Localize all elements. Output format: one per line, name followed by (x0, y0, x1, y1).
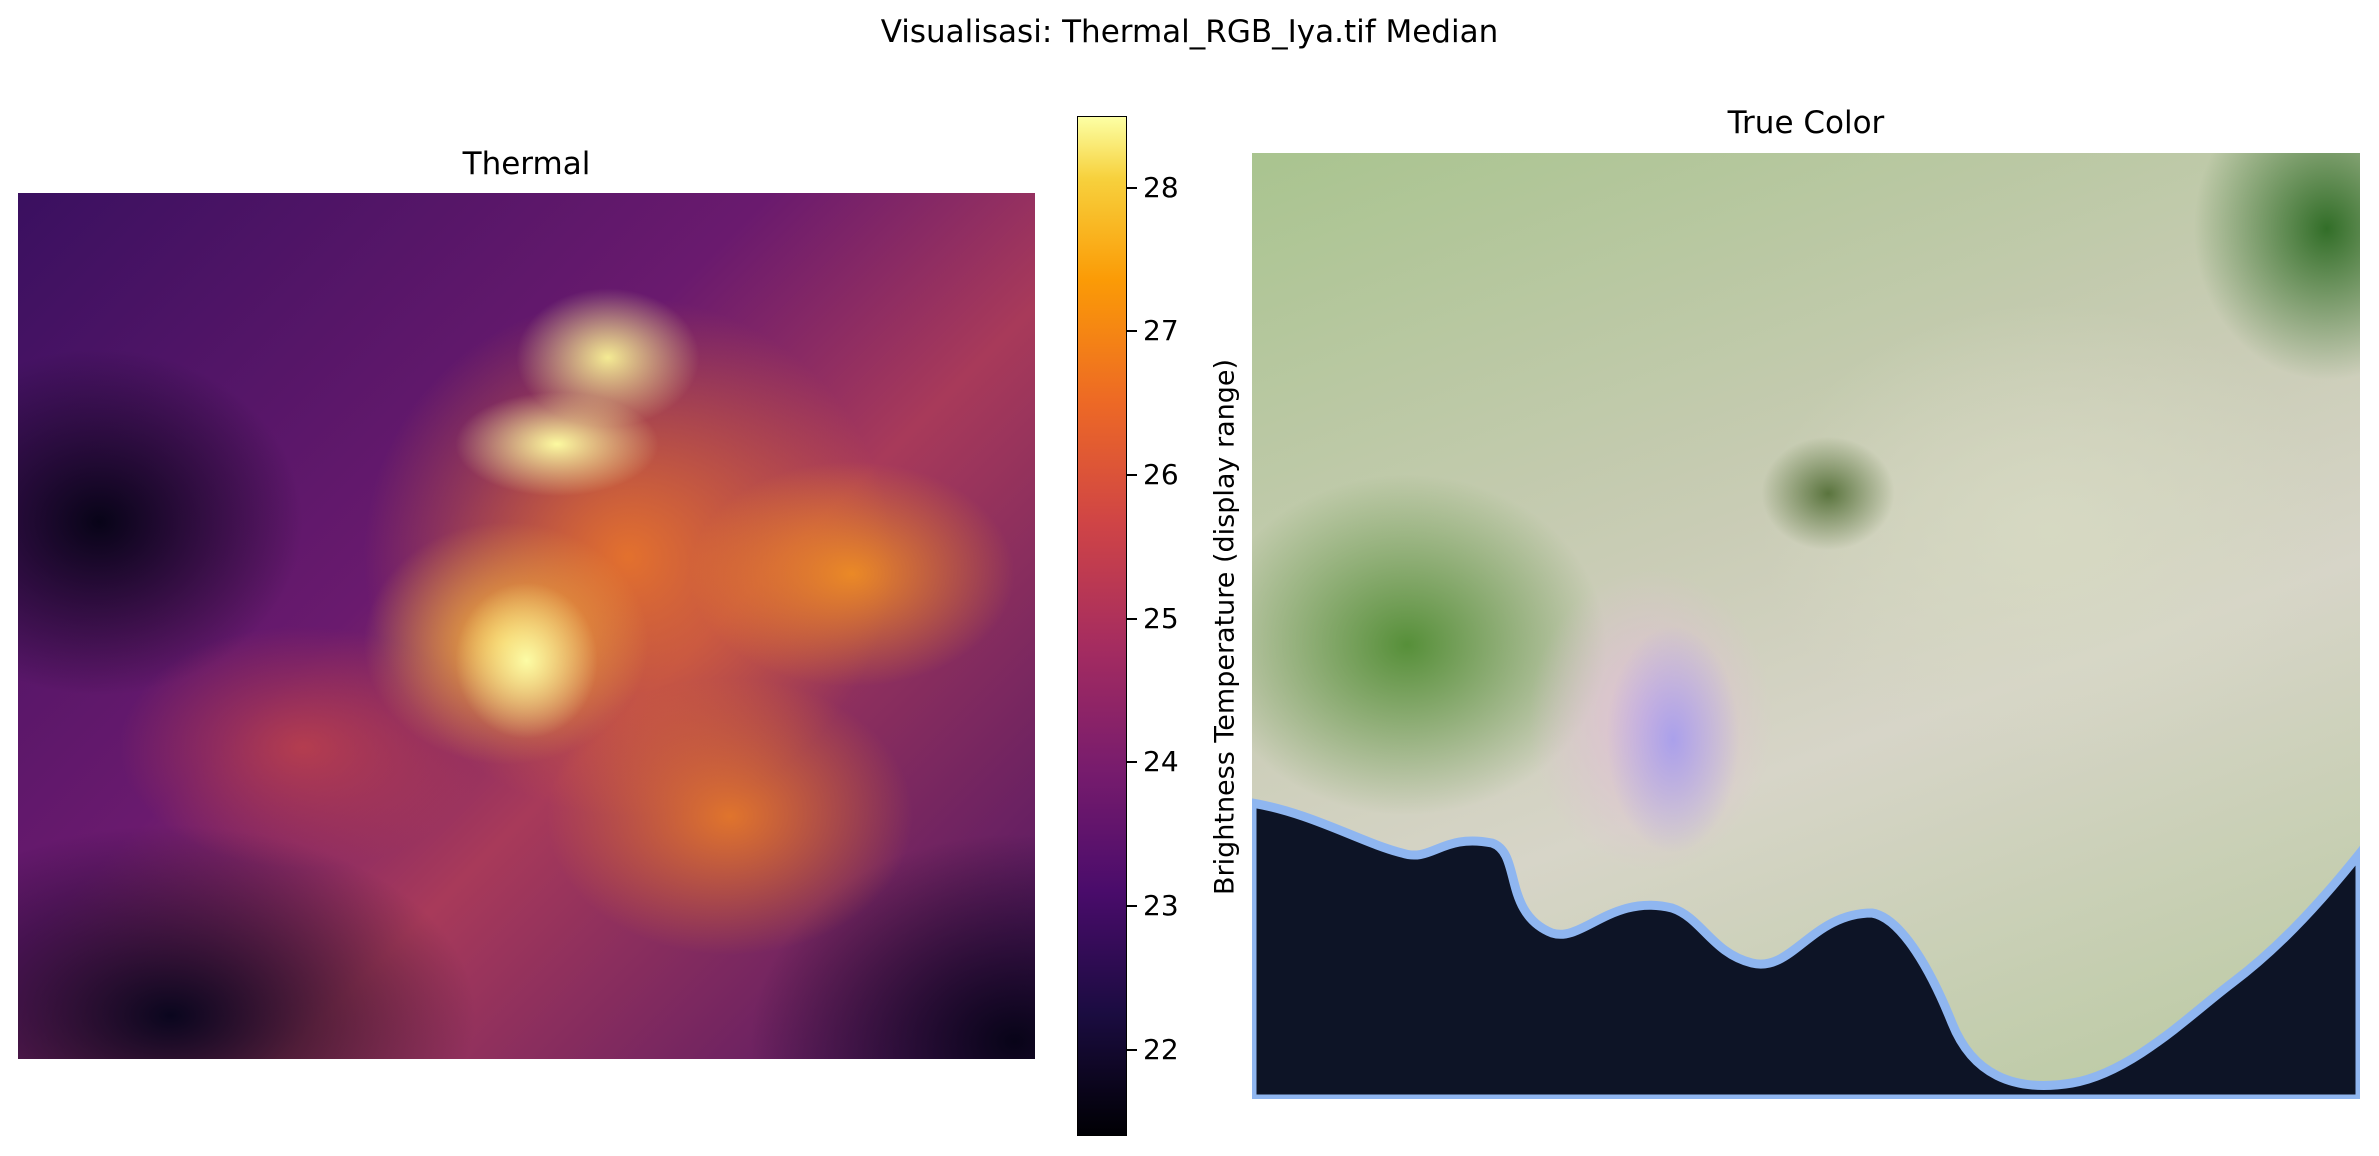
colorbar-tick-label: 24 (1143, 745, 1179, 779)
colorbar-tick-label: 28 (1143, 170, 1179, 204)
colorbar-label: Brightness Temperature (display range) (1209, 358, 1241, 896)
truecolor-satellite-image (1252, 153, 2360, 1099)
colorbar-tick-label: 23 (1143, 889, 1179, 923)
colorbar-tick-mark (1127, 617, 1137, 620)
colorbar-tick-mark (1127, 330, 1137, 333)
colorbar-tick-mark (1127, 1048, 1137, 1051)
figure-title: Visualisasi: Thermal_RGB_Iya.tif Median (880, 14, 1499, 50)
truecolor-panel-title: True Color (1727, 105, 1885, 141)
colorbar-tick-label: 22 (1143, 1032, 1179, 1066)
colorbar-tick-label: 25 (1143, 601, 1179, 635)
colorbar (1077, 116, 1127, 1136)
thermal-panel-title: Thermal (462, 146, 591, 182)
colorbar-tick-mark (1127, 905, 1137, 908)
colorbar-tick-mark (1127, 186, 1137, 189)
colorbar-tick-mark (1127, 761, 1137, 764)
sea-area (1252, 798, 2360, 1099)
thermal-heatmap-image (18, 193, 1035, 1059)
colorbar-tick-label: 27 (1143, 314, 1179, 348)
colorbar-tick-label: 26 (1143, 458, 1179, 492)
colorbar-tick-mark (1127, 474, 1137, 477)
